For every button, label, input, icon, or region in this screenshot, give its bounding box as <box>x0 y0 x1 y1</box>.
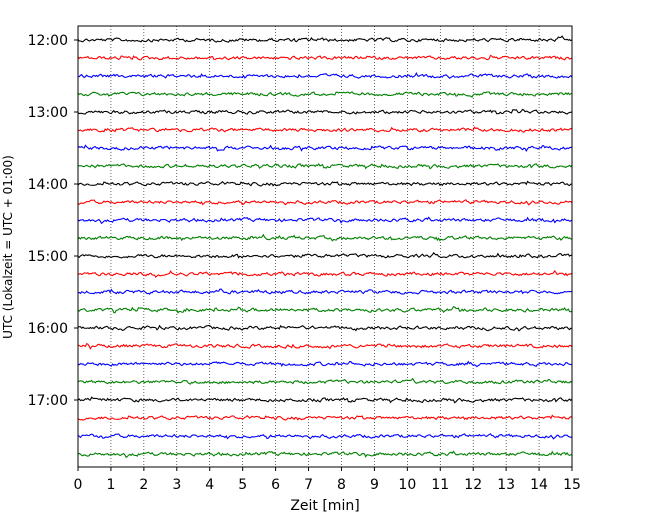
seismic-trace <box>77 433 573 440</box>
seismic-trace <box>77 108 573 115</box>
y-tick-label: 16:00 <box>28 321 68 337</box>
x-tick-label: 6 <box>271 477 280 493</box>
x-tick-label: 13 <box>497 477 515 493</box>
seismic-trace <box>77 163 573 170</box>
x-tick-label: 15 <box>563 477 581 493</box>
plot-frame <box>77 25 573 468</box>
seismic-trace <box>77 144 573 153</box>
seismic-trace <box>77 377 573 385</box>
seismic-trace <box>77 180 573 187</box>
seismic-trace <box>77 91 573 99</box>
y-tick-label: 13:00 <box>28 105 68 121</box>
x-tick-label: 8 <box>337 477 346 493</box>
x-tick-label: 2 <box>139 477 148 493</box>
seismic-trace <box>77 126 573 133</box>
seismic-traces <box>77 35 573 459</box>
seismic-trace <box>77 343 573 350</box>
y-tick-label: 17:00 <box>28 393 68 409</box>
x-tick-label: 12 <box>464 477 482 493</box>
seismic-trace <box>77 233 573 242</box>
seismic-trace <box>77 54 573 61</box>
seismic-trace <box>77 199 573 206</box>
x-axis-ticks: 0 1 2 3 4 5 6 7 8 9 10 11 12 13 14 15 <box>74 467 581 493</box>
x-tick-label: 5 <box>238 477 247 493</box>
seismic-trace <box>77 324 573 332</box>
seismic-trace <box>77 414 573 421</box>
seismic-trace <box>77 251 573 259</box>
seismic-trace <box>77 216 573 225</box>
seismic-trace <box>77 306 573 314</box>
y-tick-label: 14:00 <box>28 177 68 193</box>
seismic-trace <box>77 360 573 368</box>
seismic-trace <box>77 35 573 43</box>
seismic-trace <box>77 450 573 459</box>
x-tick-label: 1 <box>106 477 115 493</box>
seismic-trace <box>77 269 573 278</box>
y-axis-label: UTC (Lokalzeit = UTC + 01:00) <box>1 155 15 339</box>
x-tick-label: 7 <box>304 477 313 493</box>
y-axis-ticks: 12:00 13:00 14:00 15:00 16:00 17:00 <box>28 33 78 409</box>
x-tick-label: 9 <box>370 477 379 493</box>
seismic-trace <box>77 71 573 80</box>
x-tick-label: 4 <box>205 477 214 493</box>
x-tick-label: 11 <box>431 477 449 493</box>
x-tick-label: 14 <box>530 477 548 493</box>
y-tick-label: 12:00 <box>28 33 68 49</box>
seismic-trace <box>77 288 573 295</box>
seismic-trace <box>77 396 573 404</box>
x-tick-label: 0 <box>74 477 83 493</box>
y-tick-label: 15:00 <box>28 249 68 265</box>
x-tick-label: 10 <box>398 477 416 493</box>
x-axis-label: Zeit [min] <box>290 498 359 514</box>
x-tick-label: 3 <box>172 477 181 493</box>
